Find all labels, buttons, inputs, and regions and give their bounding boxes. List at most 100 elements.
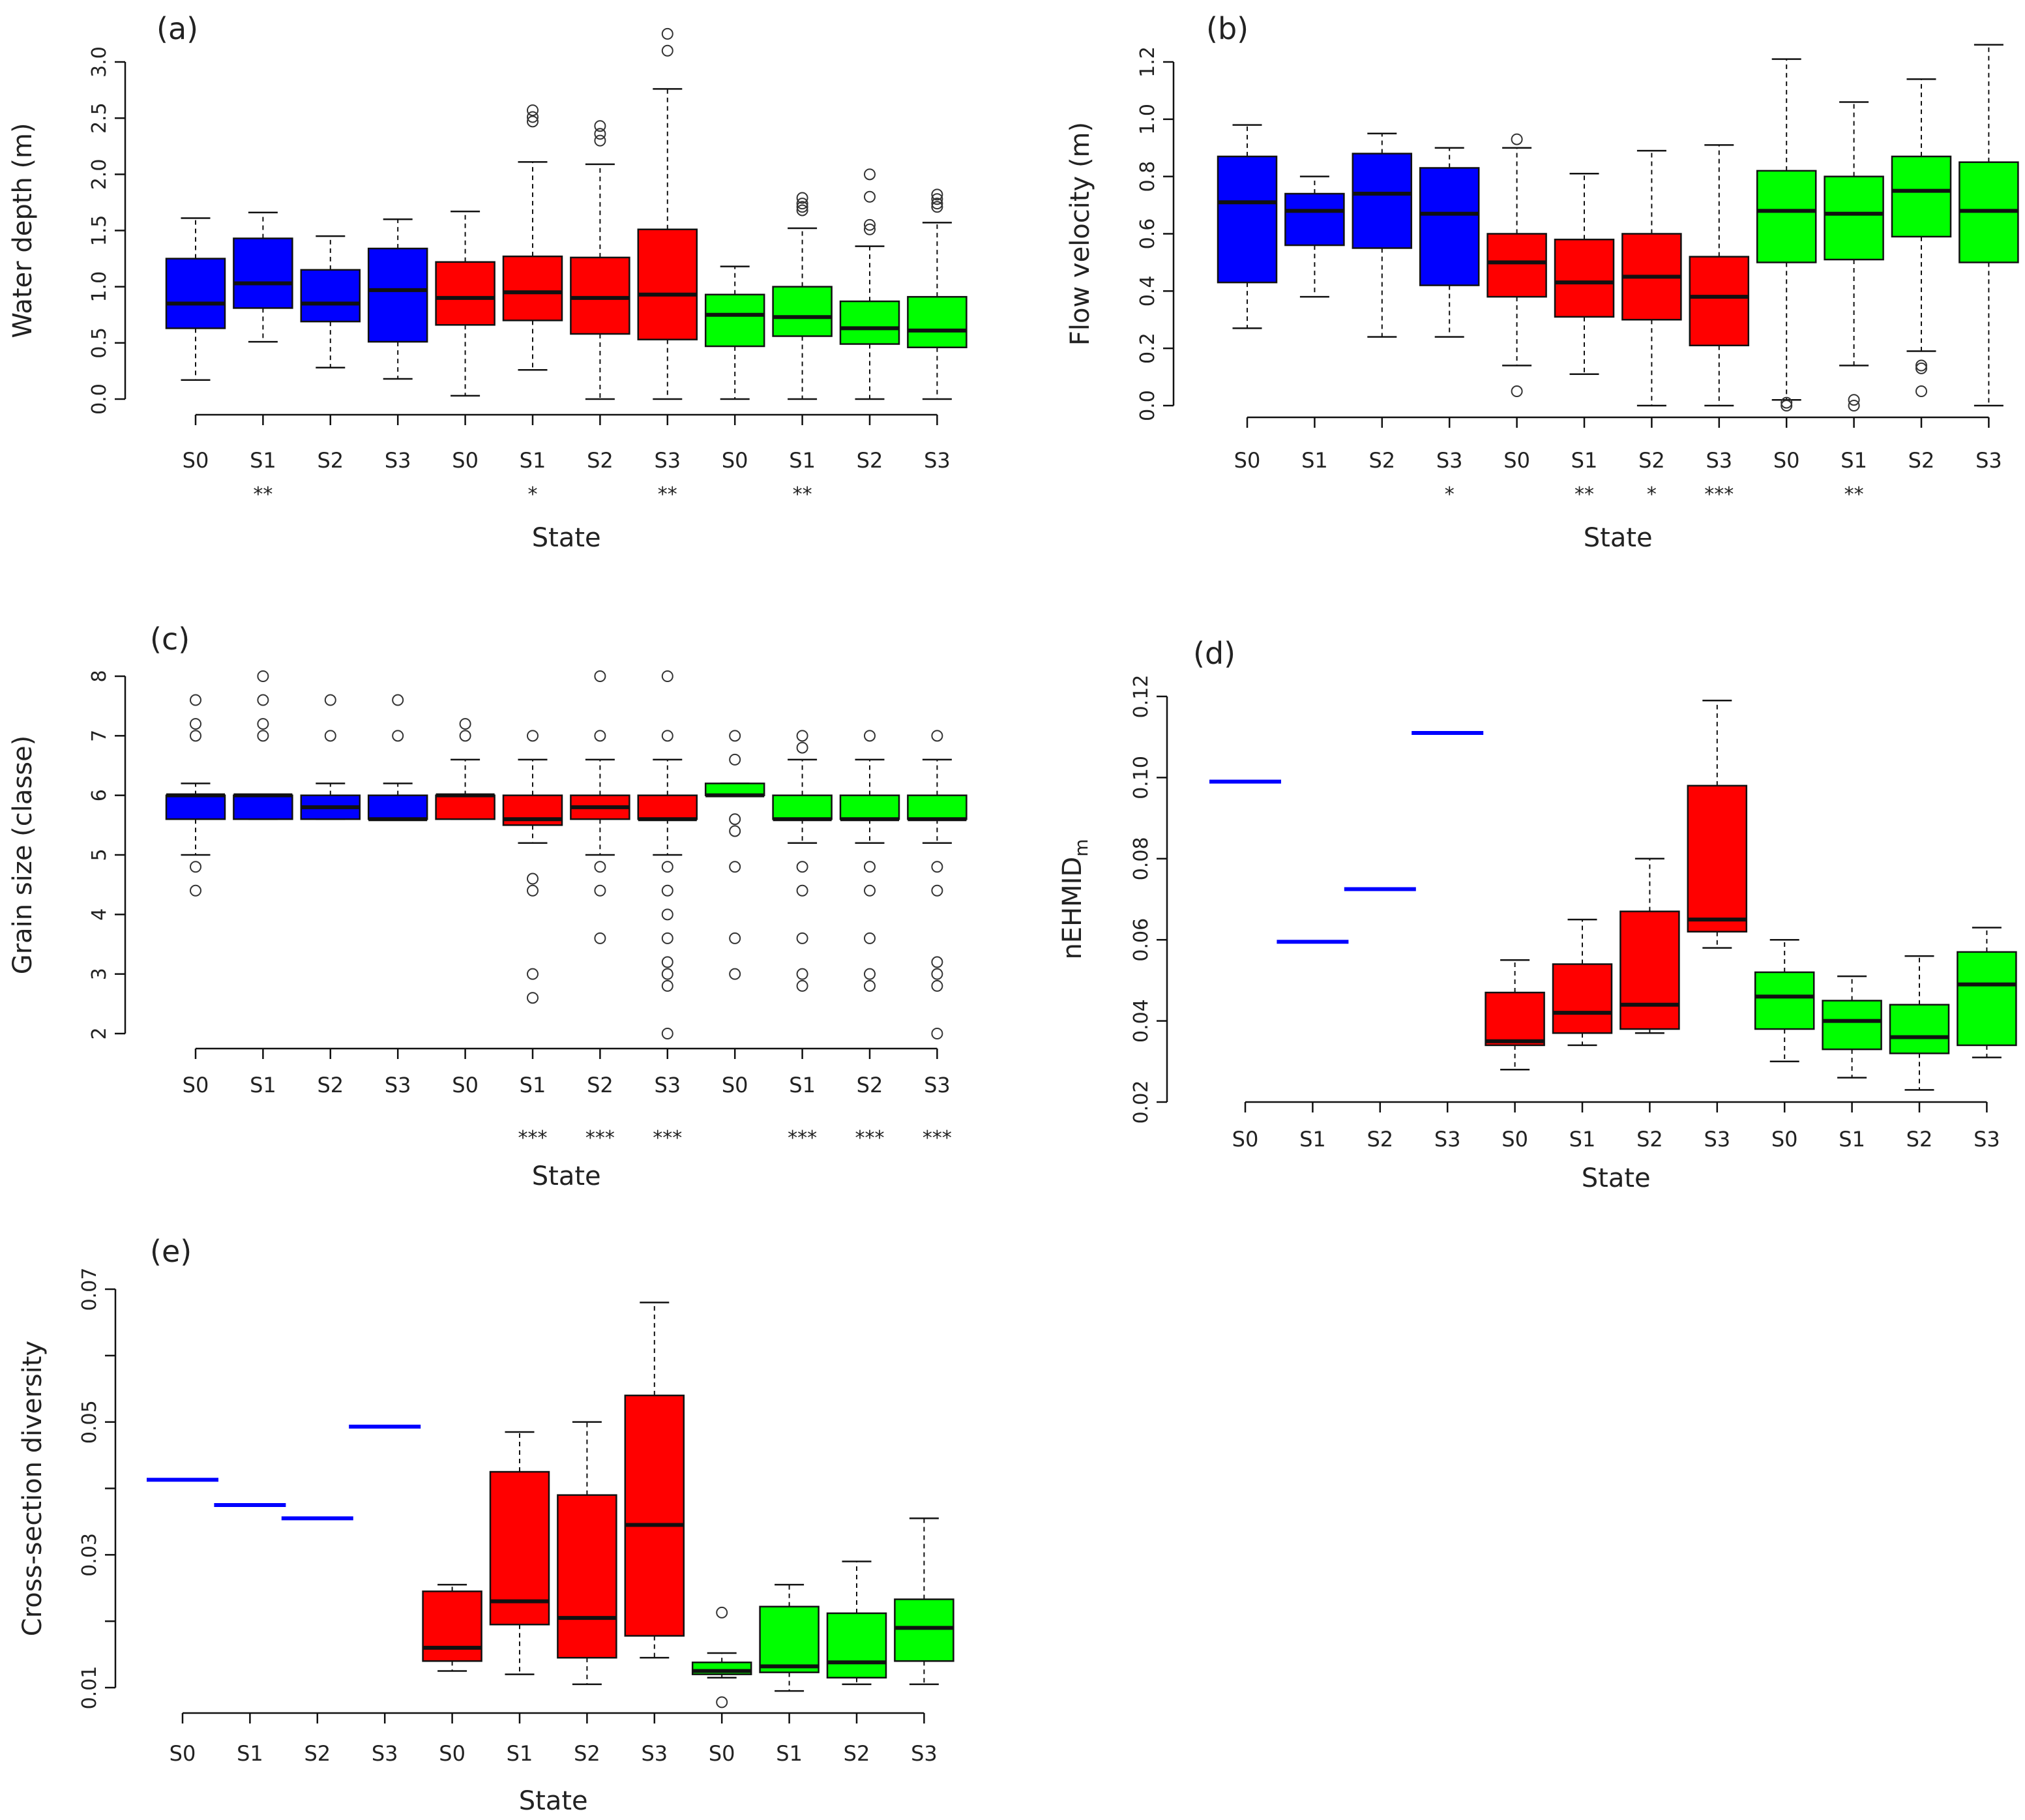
box-body xyxy=(1352,153,1413,249)
outlier-point xyxy=(661,932,673,944)
box-body xyxy=(907,794,968,820)
outlier-point xyxy=(931,198,943,210)
box-s0-green xyxy=(691,1606,752,1708)
box-s2-red xyxy=(1621,149,1682,407)
box-s3-green xyxy=(907,188,968,400)
outlier-point xyxy=(459,718,471,730)
outlier-point xyxy=(661,884,673,897)
x-axis-label: State xyxy=(532,1161,601,1191)
panel-label: (a) xyxy=(156,11,198,46)
y-tick-label: 2 xyxy=(88,1027,111,1039)
outlier-point xyxy=(796,968,808,980)
y-tick-label: 3.0 xyxy=(88,46,111,78)
box-body xyxy=(1485,991,1545,1047)
y-axis-label: Flow velocity (m) xyxy=(1065,122,1095,346)
x-tick-label: S2 xyxy=(317,1073,344,1097)
outlier-point xyxy=(931,861,943,873)
outlier-point xyxy=(864,979,876,992)
outlier-point xyxy=(661,861,673,873)
y-tick-label: 0.05 xyxy=(78,1400,101,1444)
box-s1-green xyxy=(1822,975,1882,1079)
y-tick-label: 2.0 xyxy=(88,158,111,190)
box-s1-red xyxy=(1554,173,1615,375)
x-axis-label: State xyxy=(519,1786,588,1816)
outlier-point xyxy=(716,1606,728,1619)
outlier-point xyxy=(594,128,606,140)
box-s3-green xyxy=(907,730,968,1039)
y-tick-label: 0.03 xyxy=(78,1533,101,1577)
y-tick-label: 0.8 xyxy=(1136,161,1159,192)
box-s1-blue xyxy=(233,670,293,820)
x-tick-label: S0 xyxy=(452,1073,479,1097)
x-tick-label: S2 xyxy=(1368,448,1395,473)
x-tick-label: S3 xyxy=(924,1073,951,1097)
box-s2-blue xyxy=(1352,132,1413,338)
x-tick-label: S0 xyxy=(183,1073,209,1097)
panel-label: (b) xyxy=(1206,11,1249,46)
box-body xyxy=(367,247,428,343)
box-s3-green xyxy=(1957,927,2017,1058)
outlier-point xyxy=(931,201,943,213)
outlier-point xyxy=(527,884,539,897)
y-tick-label: 0.5 xyxy=(88,327,111,359)
outlier-point xyxy=(931,956,943,968)
outlier-point xyxy=(931,193,943,205)
x-tick-label: S0 xyxy=(1771,1127,1798,1152)
box-s1-green xyxy=(1824,101,1884,411)
y-axis-label: Water depth (m) xyxy=(8,123,38,338)
outlier-point xyxy=(594,670,606,682)
x-axis-label: State xyxy=(1582,1163,1651,1193)
x-tick-label: S2 xyxy=(317,448,344,473)
x-tick-label: S1 xyxy=(1571,448,1598,473)
outlier-point xyxy=(527,730,539,742)
outlier-point xyxy=(864,168,876,181)
y-tick-label: 0.02 xyxy=(1130,1081,1153,1124)
outlier-point xyxy=(796,979,808,992)
x-tick-label: S0 xyxy=(1232,1127,1259,1152)
outlier-point xyxy=(864,223,876,235)
x-tick-label: S1 xyxy=(789,1073,816,1097)
outlier-point xyxy=(392,730,404,742)
box-s1-blue xyxy=(1284,175,1345,298)
x-tick-label: S2 xyxy=(1636,1127,1663,1152)
x-tick-label: S0 xyxy=(1501,1127,1528,1152)
x-tick-label: S2 xyxy=(574,1741,600,1766)
x-tick-label: S3 xyxy=(385,448,411,473)
x-tick-label: S1 xyxy=(520,448,546,473)
x-tick-label: S3 xyxy=(911,1741,938,1766)
significance-label: ** xyxy=(793,483,812,506)
outlier-point xyxy=(864,884,876,897)
box-body xyxy=(624,1394,685,1637)
x-tick-label: S0 xyxy=(709,1741,735,1766)
box-body xyxy=(759,1605,820,1673)
panel-a: (a) 0.0 0.5 1.0 1.5 2.0 2.5 3.0 Water depth (m) S… xyxy=(8,11,968,553)
box-body xyxy=(570,256,630,335)
box-s2-green xyxy=(826,1560,887,1686)
outlier-point xyxy=(661,956,673,968)
y-tick-label: 0.4 xyxy=(1136,275,1159,306)
outlier-point xyxy=(661,1028,673,1039)
y-tick-label: 0.08 xyxy=(1130,837,1153,880)
box-body xyxy=(704,293,765,348)
y-tick-label: 0.0 xyxy=(1136,390,1159,421)
box-s2-red xyxy=(1619,858,1680,1034)
x-tick-label: S3 xyxy=(385,1073,411,1097)
outlier-point xyxy=(729,825,741,837)
y-axis-label: nEHMIDm xyxy=(1057,839,1092,959)
x-tick-label: S0 xyxy=(170,1741,196,1766)
x-tick-label: S1 xyxy=(1839,1127,1865,1152)
y-tick-label: 0.6 xyxy=(1136,218,1159,250)
x-tick-label: S2 xyxy=(587,448,613,473)
x-tick-label: S1 xyxy=(789,448,816,473)
outlier-point xyxy=(190,718,201,730)
outlier-point xyxy=(661,968,673,980)
x-tick-label: S3 xyxy=(1434,1127,1461,1152)
box-body xyxy=(233,237,293,309)
outlier-point xyxy=(257,718,269,730)
x-tick-label: S3 xyxy=(924,448,951,473)
x-tick-label: S1 xyxy=(776,1741,803,1766)
outlier-point xyxy=(594,120,606,132)
box-s1-red xyxy=(489,1431,550,1675)
x-tick-label: S1 xyxy=(1301,448,1328,473)
box-s3-green xyxy=(1958,44,2019,407)
